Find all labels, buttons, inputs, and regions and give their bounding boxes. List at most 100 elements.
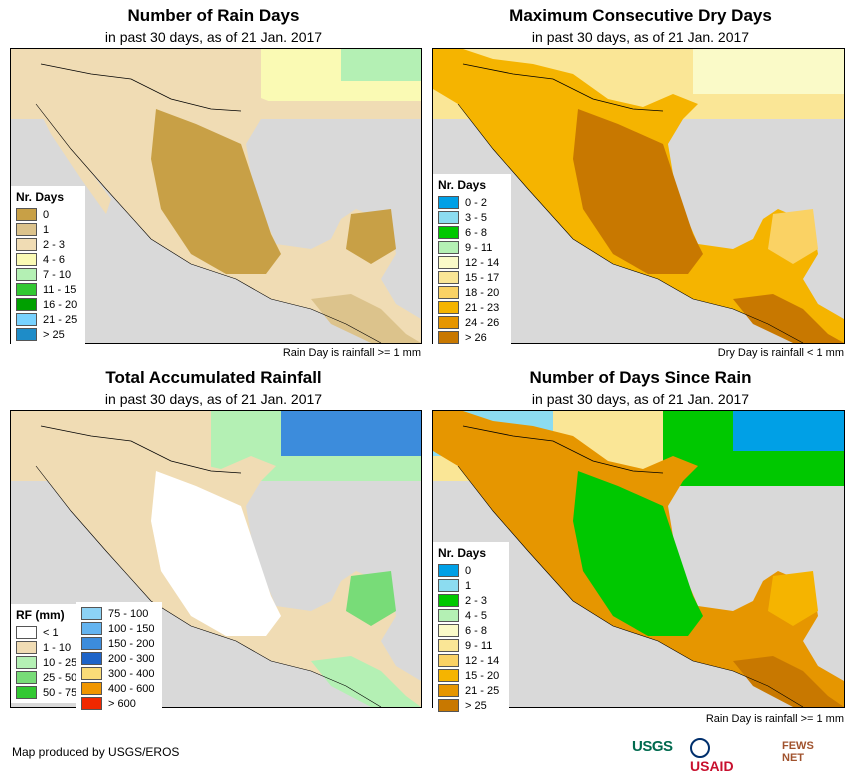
fewsnet-logo: FEWS NET	[782, 740, 814, 764]
map-canvas	[433, 411, 844, 707]
panel-title: Number of Days Since Rain	[529, 368, 752, 387]
legend-item: 12 - 14	[438, 255, 506, 270]
legend-swatch	[438, 241, 459, 254]
legend-swatch	[81, 652, 102, 665]
legend-item: 10 - 25	[16, 655, 78, 670]
legend-swatch	[81, 607, 102, 620]
legend-label: 1	[43, 223, 50, 236]
legend-swatch	[438, 286, 459, 299]
legend-label: 0	[43, 208, 50, 221]
legend-swatch	[438, 639, 459, 652]
legend-item: 11 - 15	[16, 282, 80, 297]
usgs-logo: USGS	[632, 738, 673, 755]
map-land-mexico-interior	[573, 471, 703, 636]
legend-title: RF (mm)	[16, 608, 65, 622]
legend-label: 2 - 3	[43, 238, 66, 251]
legend-swatch	[81, 667, 102, 680]
panel-days-since-rain: Number of Days Since Rain in past 30 day…	[427, 362, 854, 732]
panel-title: Number of Rain Days	[127, 6, 300, 25]
legend-item: 1	[16, 222, 80, 237]
legend-item: 0 - 2	[438, 195, 506, 210]
panel-subtitle: in past 30 days, as of 21 Jan. 2017	[104, 391, 323, 407]
legend-label: 1	[465, 579, 472, 592]
legend-item: 50 - 75	[16, 685, 78, 700]
legend-max-dry-days: Nr. Days 0 - 2 3 - 5 6 - 8 9 - 11 12 - 14 15 …	[433, 174, 511, 348]
map-coastline	[35, 465, 382, 707]
legend-label: 100 - 150	[108, 622, 155, 635]
legend-item: 2 - 3	[438, 593, 504, 608]
map-land-mexico-dry	[151, 471, 281, 636]
map-land-far-north-east	[341, 49, 421, 81]
panel-total-rainfall: Total Accumulated Rainfall in past 30 da…	[0, 362, 427, 732]
legend-swatch	[438, 331, 459, 344]
legend-title: Nr. Days	[438, 178, 487, 192]
map-border-us-mexico	[462, 425, 664, 474]
legend-swatch	[16, 328, 37, 341]
legend-item: 12 - 14	[438, 653, 504, 668]
legend-item: 21 - 23	[438, 300, 506, 315]
legend-swatch	[438, 196, 459, 209]
map-canvas	[11, 49, 421, 343]
legend-swatch	[438, 654, 459, 667]
legend-label: 0 - 2	[465, 196, 488, 209]
legend-swatch	[16, 671, 37, 684]
legend-item: 3 - 5	[438, 210, 506, 225]
legend-label: > 25	[465, 699, 487, 712]
legend-item: 7 - 10	[16, 267, 80, 282]
legend-note: Dry Day is rainfall < 1 mm	[717, 347, 844, 359]
legend-note: Rain Day is rainfall >= 1 mm	[282, 347, 421, 359]
legend-swatch	[16, 298, 37, 311]
usaid-logo-text: USAID	[690, 758, 734, 774]
legend-item: < 1	[16, 625, 78, 640]
map-rain-days	[10, 48, 422, 344]
legend-swatch	[438, 594, 459, 607]
legend-swatch	[81, 682, 102, 695]
legend-label: 7 - 10	[43, 268, 72, 281]
legend-swatch	[438, 226, 459, 239]
legend-item: 15 - 20	[438, 668, 504, 683]
legend-label: 25 - 50	[43, 671, 78, 684]
usgs-logo-text: USGS	[632, 738, 673, 755]
legend-swatch	[16, 238, 37, 251]
legend-item: 0	[438, 563, 504, 578]
map-coastline	[35, 103, 382, 343]
legend-item: 300 - 400	[81, 666, 157, 681]
map-land-north-east	[281, 411, 421, 456]
legend-label: 400 - 600	[108, 682, 155, 695]
legend-swatch	[16, 208, 37, 221]
legend-item: 25 - 50	[16, 670, 78, 685]
legend-swatch	[438, 609, 459, 622]
legend-item: 4 - 6	[16, 252, 80, 267]
panel-subtitle: in past 30 days, as of 21 Jan. 2017	[104, 29, 323, 45]
legend-item: 16 - 20	[16, 297, 80, 312]
legend-label: 21 - 23	[465, 301, 500, 314]
legend-total-rainfall-high: 75 - 100 100 - 150 150 - 200 200 - 300 300 -…	[76, 602, 162, 714]
legend-item: 0	[16, 207, 80, 222]
map-land-central-america	[733, 656, 844, 707]
legend-label: 12 - 14	[465, 654, 500, 667]
map-land-yucatan	[768, 209, 818, 264]
legend-item: 100 - 150	[81, 621, 157, 636]
panel-title: Maximum Consecutive Dry Days	[509, 6, 772, 25]
legend-swatch	[16, 626, 37, 639]
fewsnet-logo-text: FEWS NET	[782, 740, 814, 764]
map-coastline	[457, 465, 804, 707]
legend-item: > 25	[16, 327, 80, 342]
legend-label: 11 - 15	[43, 283, 77, 296]
legend-item: 21 - 25	[16, 312, 80, 327]
legend-label: 12 - 14	[465, 256, 500, 269]
panel-subtitle: in past 30 days, as of 21 Jan. 2017	[531, 29, 750, 45]
legend-swatch	[438, 579, 459, 592]
map-land-mexico-interior	[573, 109, 703, 274]
legend-item: 6 - 8	[438, 623, 504, 638]
legend-item: 75 - 100	[81, 606, 157, 621]
legend-item: 1 - 10	[16, 640, 78, 655]
legend-item: 15 - 17	[438, 270, 506, 285]
legend-label: 150 - 200	[108, 637, 155, 650]
legend-swatch	[438, 684, 459, 697]
legend-item: 4 - 5	[438, 608, 504, 623]
panel-rain-days: Number of Rain Days in past 30 days, as …	[0, 0, 427, 362]
legend-label: 0	[465, 564, 472, 577]
legend-swatch	[16, 223, 37, 236]
legend-swatch	[438, 211, 459, 224]
